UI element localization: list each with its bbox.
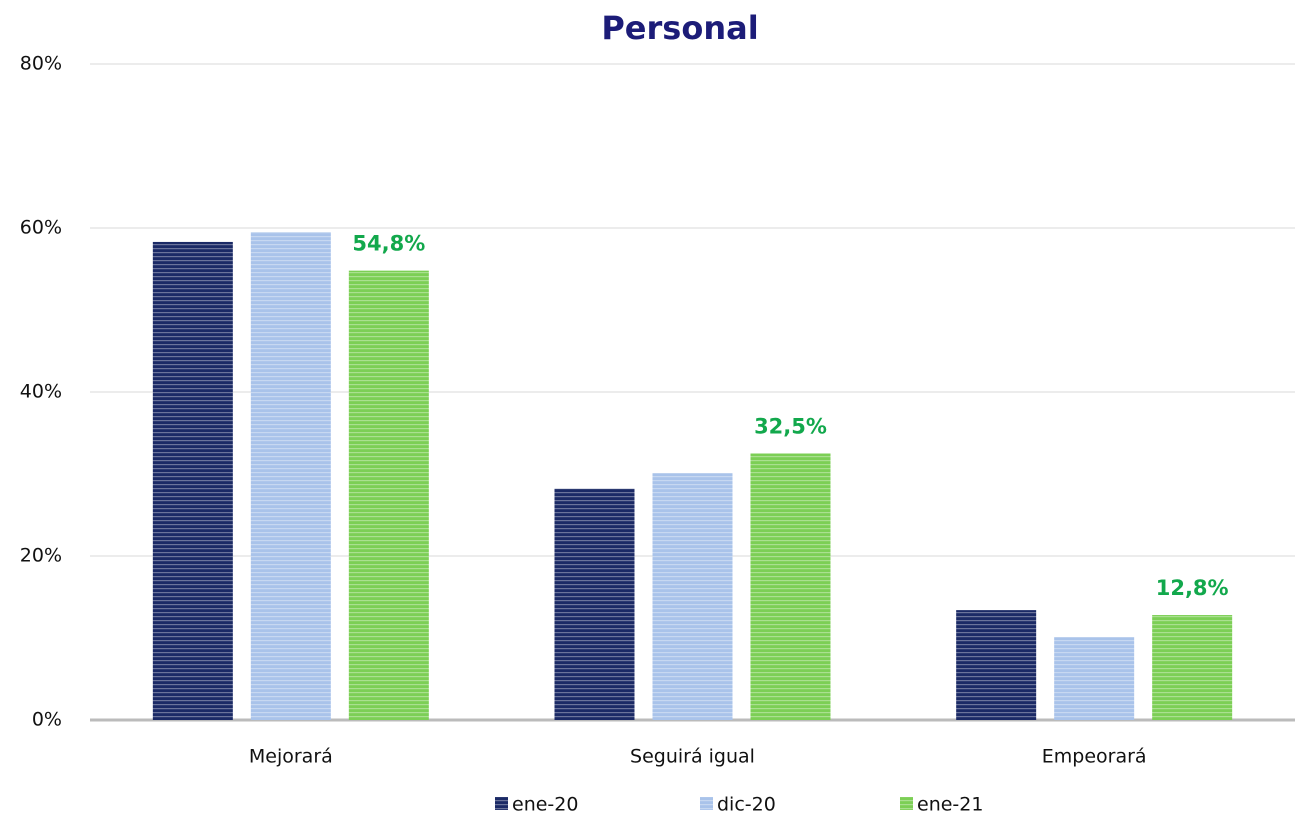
- bar: [956, 610, 1037, 720]
- legend-swatch: [700, 797, 713, 810]
- data-label: 12,8%: [1156, 576, 1229, 600]
- bar: [652, 473, 733, 720]
- legend-swatch: [495, 797, 508, 810]
- bar: [750, 453, 831, 720]
- y-tick-label: 20%: [20, 545, 62, 567]
- bar: [1054, 637, 1135, 720]
- x-tick-label: Mejorará: [249, 746, 333, 768]
- bar: [250, 232, 331, 720]
- bar: [348, 270, 429, 720]
- bar: [554, 488, 635, 720]
- bar: [152, 241, 233, 720]
- y-tick-label: 80%: [20, 53, 62, 75]
- bar: [1152, 615, 1233, 720]
- y-tick-label: 60%: [20, 217, 62, 239]
- legend-label: dic-20: [717, 794, 776, 816]
- legend-swatch: [900, 797, 913, 810]
- y-tick-label: 40%: [20, 381, 62, 403]
- data-label: 54,8%: [352, 232, 425, 256]
- legend-label: ene-20: [512, 794, 578, 816]
- legend-label: ene-21: [917, 794, 983, 816]
- x-tick-label: Seguirá igual: [630, 746, 755, 768]
- y-tick-label: 0%: [32, 709, 62, 731]
- chart-title: Personal: [601, 9, 758, 47]
- data-label: 32,5%: [754, 415, 827, 439]
- x-tick-label: Empeorará: [1042, 746, 1147, 768]
